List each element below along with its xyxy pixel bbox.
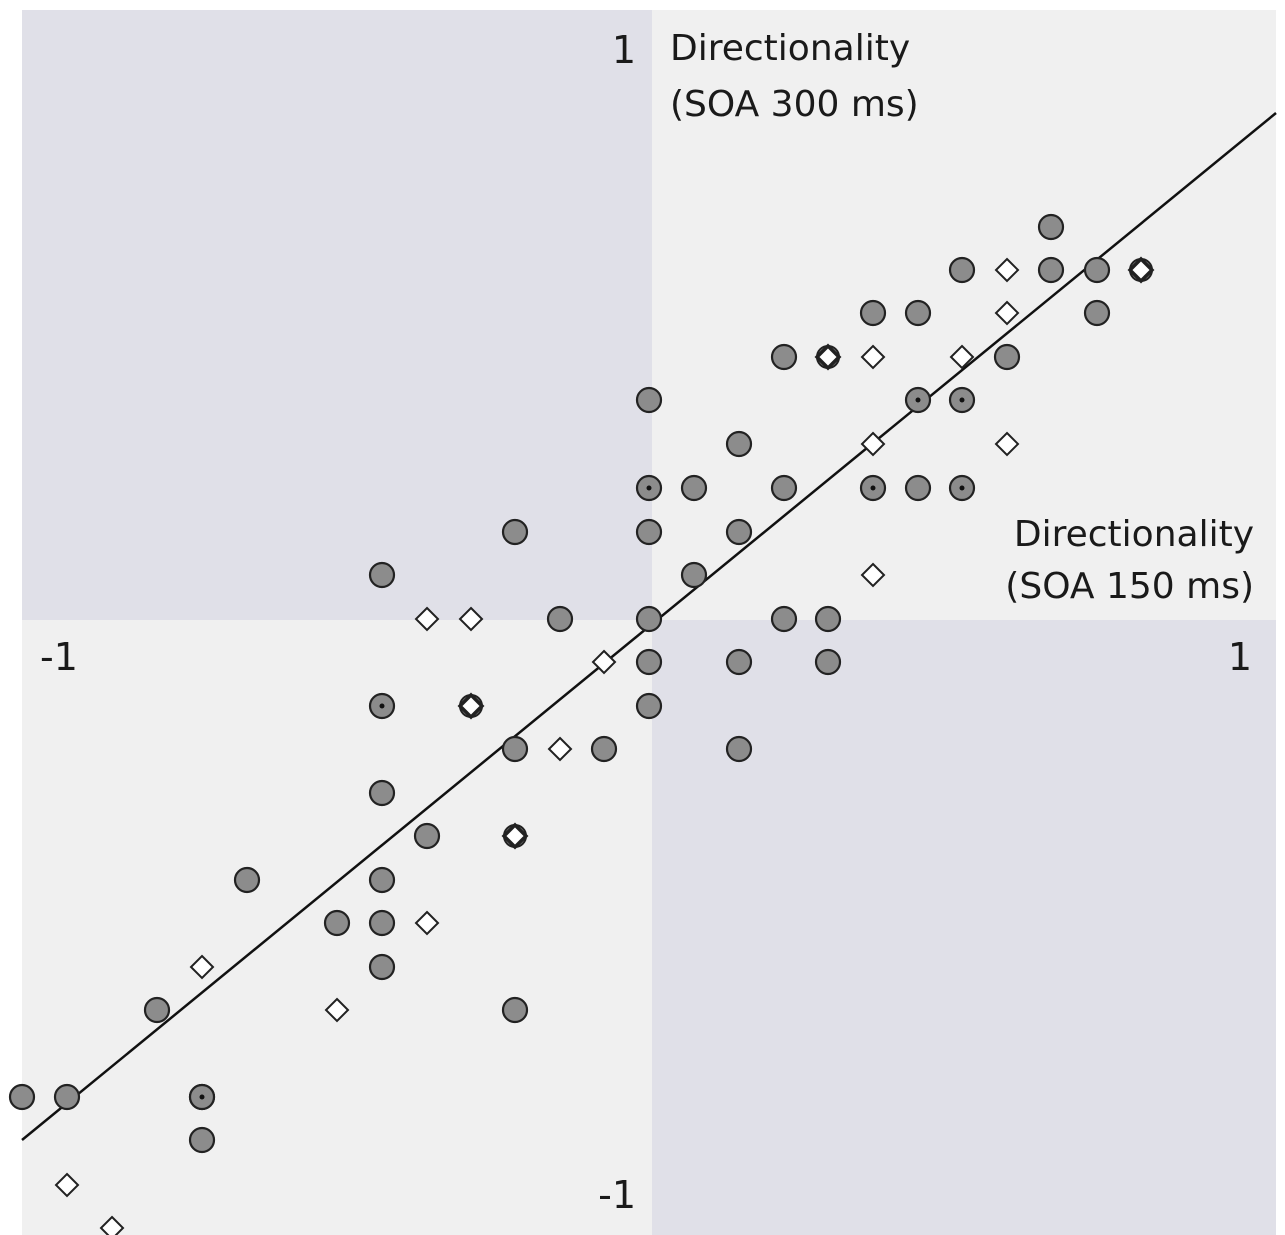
y-axis-label-line-1: Directionality [670,28,910,69]
data-point-circle [635,386,663,414]
data-point-circle [1083,299,1111,327]
data-point-circle [904,299,932,327]
data-point-circle [725,430,753,458]
data-point-circle [725,648,753,676]
y-tick-min: -1 [598,1173,636,1217]
data-point-circle [635,518,663,546]
data-point-diamond [860,344,886,370]
x-axis-label-line-1: Directionality [1014,514,1254,555]
data-point-center-dot [915,397,921,403]
data-point-circle [635,648,663,676]
data-markers [8,213,1155,1235]
data-point-circle [1037,213,1065,241]
data-point-circle [368,779,396,807]
data-point-circle [725,518,753,546]
data-point-center-dot [646,485,652,491]
data-point-diamond [547,736,573,762]
data-point-diamond [994,257,1020,283]
data-point-circle [368,953,396,981]
data-point-circle [143,996,171,1024]
data-point-circle [323,909,351,937]
data-point-diamond [1127,256,1155,284]
data-point-diamond [994,300,1020,326]
data-point-circle [680,561,708,589]
data-point-diamond [324,997,350,1023]
data-point-circle [368,561,396,589]
data-point-circle [814,605,842,633]
data-point-circle [1083,256,1111,284]
data-point-diamond [99,1215,125,1235]
quadrant-top-left [22,10,652,620]
data-point-center-dot [379,703,385,709]
data-point-center-dot [870,485,876,491]
data-point-diamond [414,606,440,632]
y-tick-max: 1 [612,28,636,72]
data-point-diamond [458,606,484,632]
data-point-diamond [414,910,440,936]
quadrant-backgrounds [22,10,1276,1235]
data-point-circle [1037,256,1065,284]
data-point-diamond [591,649,617,675]
data-point-diamond [994,431,1020,457]
data-point-center-dot [199,1094,205,1100]
data-point-circle [770,343,798,371]
x-tick-max: 1 [1228,635,1252,679]
data-point-circle [53,1083,81,1111]
data-point-circle [188,1126,216,1154]
data-point-circle [993,343,1021,371]
quadrant-top-right [652,10,1276,620]
x-axis-label-line-2: (SOA 150 ms) [1005,566,1254,607]
data-point-circle [770,474,798,502]
data-point-circle [680,474,708,502]
data-point-diamond [814,343,842,371]
data-point-circle [635,605,663,633]
data-point-center-dot [959,485,965,491]
data-point-circle [590,735,618,763]
data-point-circle [368,909,396,937]
x-tick-min: -1 [40,635,78,679]
data-point-circle [814,648,842,676]
quadrant-bottom-right [652,620,1276,1235]
data-point-circle [904,474,932,502]
data-point-center-dot [959,397,965,403]
data-point-diamond [457,692,485,720]
data-point-circle [233,866,261,894]
data-point-circle [546,605,574,633]
data-point-circle [501,518,529,546]
y-axis-label-line-2: (SOA 300 ms) [670,84,919,125]
data-point-circle [948,256,976,284]
data-point-diamond [54,1172,80,1198]
data-point-circle [859,299,887,327]
data-point-circle [8,1083,36,1111]
data-point-circle [501,735,529,763]
data-point-circle [770,605,798,633]
data-point-diamond [860,562,886,588]
data-point-diamond [189,954,215,980]
data-point-circle [635,692,663,720]
data-point-diamond [501,822,529,850]
data-point-diamond [949,344,975,370]
data-point-diamond [860,431,886,457]
data-point-circle [725,735,753,763]
data-point-circle [368,866,396,894]
data-point-circle [413,822,441,850]
data-point-circle [501,996,529,1024]
